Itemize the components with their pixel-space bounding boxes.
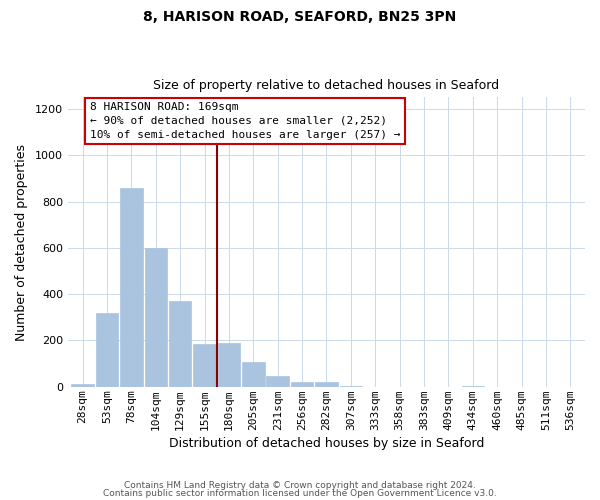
Bar <box>71 384 94 387</box>
Text: Contains public sector information licensed under the Open Government Licence v3: Contains public sector information licen… <box>103 488 497 498</box>
Bar <box>96 312 118 387</box>
Bar <box>218 343 240 387</box>
X-axis label: Distribution of detached houses by size in Seaford: Distribution of detached houses by size … <box>169 437 484 450</box>
Bar <box>266 376 289 387</box>
Bar <box>461 386 484 387</box>
Bar <box>193 344 216 387</box>
Bar <box>340 386 362 387</box>
Bar <box>242 362 265 387</box>
Text: Contains HM Land Registry data © Crown copyright and database right 2024.: Contains HM Land Registry data © Crown c… <box>124 481 476 490</box>
Text: 8, HARISON ROAD, SEAFORD, BN25 3PN: 8, HARISON ROAD, SEAFORD, BN25 3PN <box>143 10 457 24</box>
Bar <box>120 188 143 387</box>
Y-axis label: Number of detached properties: Number of detached properties <box>15 144 28 340</box>
Text: 8 HARISON ROAD: 169sqm
← 90% of detached houses are smaller (2,252)
10% of semi-: 8 HARISON ROAD: 169sqm ← 90% of detached… <box>90 102 400 140</box>
Title: Size of property relative to detached houses in Seaford: Size of property relative to detached ho… <box>154 79 500 92</box>
Bar <box>291 382 313 387</box>
Bar <box>315 382 338 387</box>
Bar <box>169 301 191 387</box>
Bar <box>145 248 167 387</box>
